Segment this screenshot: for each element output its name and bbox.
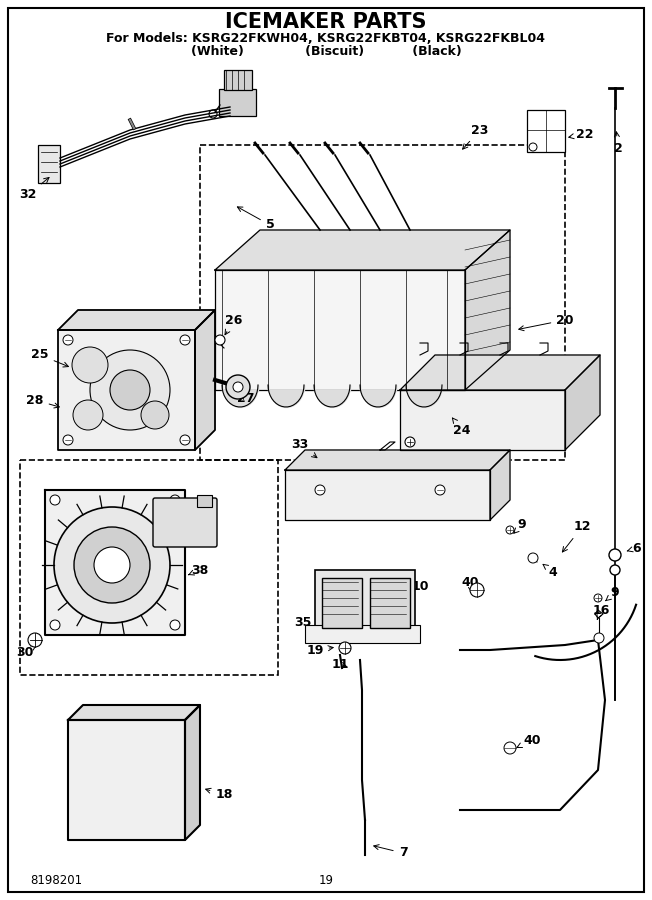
Text: 7: 7 [374,845,408,859]
Text: 37: 37 [113,503,130,519]
Text: (White)              (Biscuit)           (Black): (White) (Biscuit) (Black) [190,46,462,58]
Circle shape [90,350,170,430]
Circle shape [529,143,537,151]
Circle shape [504,742,516,754]
Polygon shape [195,310,215,450]
Circle shape [73,400,103,430]
Circle shape [110,370,150,410]
Text: For Models: KSRG22FKWH04, KSRG22FKBT04, KSRG22FKBL04: For Models: KSRG22FKWH04, KSRG22FKBT04, … [106,32,546,44]
Text: 18: 18 [205,788,233,802]
Circle shape [63,335,73,345]
Polygon shape [58,330,195,450]
Text: 2: 2 [614,131,623,155]
Circle shape [180,435,190,445]
Polygon shape [465,230,510,390]
Circle shape [72,347,108,383]
Polygon shape [68,720,185,840]
Polygon shape [285,470,490,520]
Text: 4: 4 [543,564,557,579]
Text: 33: 33 [291,438,317,458]
Bar [224,70,252,90]
Circle shape [594,594,602,602]
Circle shape [63,435,73,445]
Polygon shape [68,705,200,720]
Bar [305,625,420,643]
Text: 12: 12 [563,520,591,552]
Text: 9: 9 [514,518,526,533]
Circle shape [610,565,620,575]
Bar [315,570,415,635]
Polygon shape [400,390,565,450]
Circle shape [215,335,225,345]
Bar [370,578,410,628]
Bar [527,110,565,152]
Circle shape [339,642,351,654]
Text: ICEMAKER PARTS: ICEMAKER PARTS [225,12,427,32]
Circle shape [233,382,243,392]
Circle shape [594,633,604,643]
Text: 8198201: 8198201 [30,874,82,886]
Polygon shape [400,355,600,390]
Polygon shape [58,310,215,330]
Circle shape [50,620,60,630]
Circle shape [141,401,169,429]
Bar [322,578,362,628]
Circle shape [506,526,514,534]
Circle shape [54,507,170,623]
Circle shape [50,495,60,505]
Text: 20: 20 [519,313,574,330]
Text: 6: 6 [627,542,642,554]
Circle shape [28,633,42,647]
Circle shape [170,620,180,630]
Text: 19: 19 [306,644,333,656]
Text: 9: 9 [606,587,619,601]
Text: 26: 26 [225,313,243,335]
Circle shape [528,553,538,563]
FancyBboxPatch shape [219,89,256,116]
Polygon shape [215,270,465,390]
Text: 11: 11 [331,658,349,670]
Text: 35: 35 [294,616,318,631]
Text: 22: 22 [569,128,594,140]
Polygon shape [215,230,510,270]
Text: 28: 28 [26,393,59,408]
Circle shape [94,547,130,583]
Text: 24: 24 [452,418,471,436]
Text: 30: 30 [16,645,37,659]
Text: 5: 5 [237,207,274,231]
Text: 27: 27 [237,392,255,404]
Polygon shape [565,355,600,450]
Circle shape [209,110,217,118]
Polygon shape [285,450,510,470]
Text: 25: 25 [31,348,68,367]
Text: 23: 23 [463,123,489,149]
Text: 40: 40 [461,575,479,592]
Text: 32: 32 [20,177,49,202]
Circle shape [405,437,415,447]
Circle shape [226,375,250,399]
Text: 16: 16 [592,604,610,619]
Polygon shape [490,450,510,520]
Circle shape [470,583,484,597]
Circle shape [609,549,621,561]
Text: 38: 38 [188,563,209,577]
Polygon shape [185,705,200,840]
Circle shape [315,485,325,495]
Text: 40: 40 [517,734,541,748]
Bar [197,495,212,507]
Circle shape [180,335,190,345]
FancyBboxPatch shape [153,498,217,547]
Circle shape [74,527,150,603]
Text: 10: 10 [404,580,429,595]
Bar [20,460,278,675]
Bar [200,145,565,460]
Text: 19: 19 [318,874,334,886]
Polygon shape [45,490,185,635]
Circle shape [170,495,180,505]
Circle shape [435,485,445,495]
Bar [38,145,60,183]
